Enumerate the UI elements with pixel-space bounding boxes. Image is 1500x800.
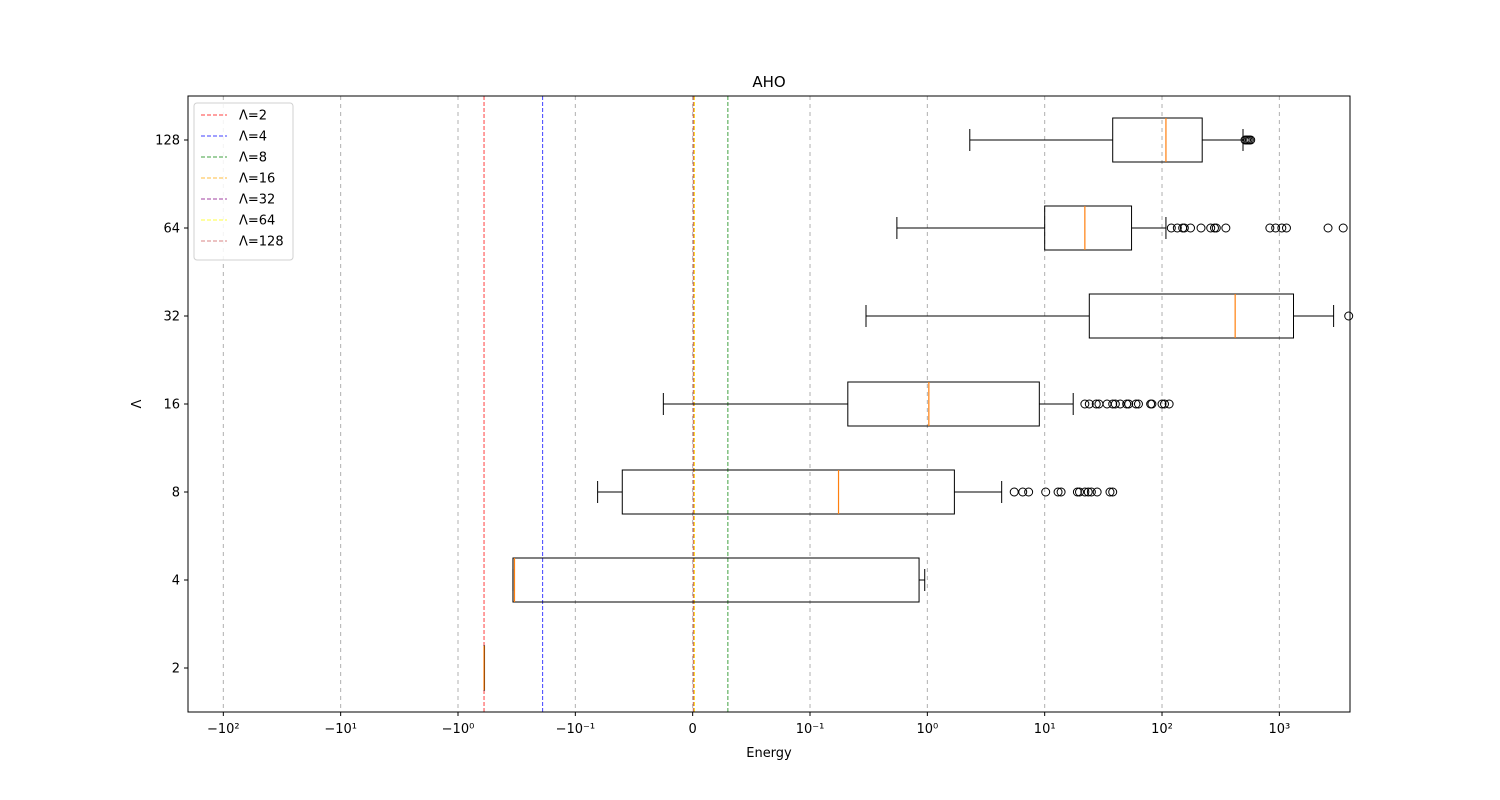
outlier-point (1080, 399, 1090, 409)
outlier-point (1105, 487, 1115, 497)
outlier-point (1056, 487, 1066, 497)
x-tick-label: 10³ (1268, 722, 1290, 737)
outlier-point (1108, 487, 1118, 497)
outlier-point (1211, 223, 1221, 233)
x-tick-label: 10⁻¹ (796, 722, 825, 737)
x-tick-label: −10¹ (324, 722, 357, 737)
x-tick-label: −10⁻¹ (556, 722, 596, 737)
legend-label: Λ=64 (239, 214, 275, 229)
outlier-point (1186, 223, 1196, 233)
outlier-point (1086, 487, 1096, 497)
outlier-point (1160, 399, 1170, 409)
legend-label: Λ=4 (239, 130, 267, 145)
iqr-box (1112, 117, 1203, 163)
box-lambda-4 (512, 557, 926, 603)
outlier-point (1024, 487, 1034, 497)
outlier-point (1281, 223, 1291, 233)
x-axis-ticks: −10² −10¹ −10⁰ −10⁻¹ 0 10⁻¹ 10⁰ 10¹ 10² 10³ (207, 712, 1290, 737)
outlier-point (1018, 487, 1028, 497)
outlier-point (1115, 399, 1125, 409)
y-tick-label: 128 (155, 134, 180, 149)
box-lambda-8 (597, 469, 1118, 515)
y-tick-label: 32 (163, 310, 180, 325)
x-tick-label: −10² (207, 722, 240, 737)
x-tick-label: −10⁰ (442, 722, 475, 737)
outlier-point (1053, 487, 1063, 497)
outlier-point (1271, 223, 1281, 233)
outlier-point (1246, 135, 1256, 145)
outlier-point (1080, 487, 1090, 497)
iqr-box (1088, 293, 1295, 339)
outlier-point (1092, 487, 1102, 497)
y-axis-label: Λ (130, 399, 145, 408)
y-axis-ticks: 2 4 8 16 32 64 128 (155, 134, 188, 677)
outlier-point (1277, 223, 1287, 233)
outlier-point (1072, 487, 1082, 497)
legend-box (193, 102, 294, 261)
outlier-point (1074, 487, 1084, 497)
outlier-point (1344, 311, 1354, 321)
box-lambda-16 (662, 381, 1174, 427)
y-tick-label: 2 (172, 662, 180, 677)
outlier-point (1196, 223, 1206, 233)
y-tick-label: 4 (172, 574, 180, 589)
x-tick-label: 10⁰ (916, 722, 938, 737)
outlier-point (1338, 223, 1348, 233)
box-lambda-2 (483, 645, 486, 691)
legend-label: Λ=8 (239, 151, 267, 166)
iqr-box (1044, 205, 1133, 251)
outlier-point (1041, 487, 1051, 497)
box-lambda-128 (969, 117, 1256, 163)
outlier-point (1164, 399, 1174, 409)
x-tick-label: 0 (689, 722, 697, 737)
x-tick-label: 10¹ (1034, 722, 1056, 737)
outlier-point (1206, 223, 1216, 233)
outlier-point (1124, 399, 1134, 409)
legend: Λ=2 Λ=4 Λ=8 Λ=16 Λ=32 Λ=64 Λ=128 (193, 102, 294, 261)
outlier-point (1009, 487, 1019, 497)
outlier-point (1166, 223, 1176, 233)
outlier-point (1110, 399, 1120, 409)
x-gridlines (222, 96, 1280, 712)
legend-label: Λ=16 (239, 172, 275, 187)
box-lambda-64 (896, 205, 1348, 251)
legend-label: Λ=128 (239, 235, 284, 250)
chart-title: AHO (752, 73, 785, 91)
outlier-point (1323, 223, 1333, 233)
iqr-box (621, 469, 955, 515)
iqr-box (847, 381, 1040, 427)
outlier-point (1157, 399, 1167, 409)
y-tick-label: 8 (172, 486, 180, 501)
box-lambda-32 (865, 293, 1354, 339)
outlier-point (1084, 399, 1094, 409)
legend-label: Λ=2 (239, 109, 267, 124)
legend-label: Λ=32 (239, 193, 275, 208)
x-axis-label: Energy (746, 746, 792, 761)
iqr-box (512, 557, 920, 603)
boxes (483, 117, 1354, 691)
y-tick-label: 64 (163, 222, 180, 237)
outlier-point (1108, 399, 1118, 409)
outlier-point (1221, 223, 1231, 233)
outlier-point (1083, 487, 1093, 497)
outlier-point (1091, 399, 1101, 409)
outlier-point (1133, 399, 1143, 409)
outlier-point (1131, 399, 1141, 409)
x-tick-label: 10² (1151, 722, 1173, 737)
y-tick-label: 16 (163, 398, 180, 413)
outlier-point (1172, 223, 1182, 233)
outlier-point (1179, 223, 1189, 233)
outlier-point (1265, 223, 1275, 233)
outlier-point (1147, 399, 1157, 409)
